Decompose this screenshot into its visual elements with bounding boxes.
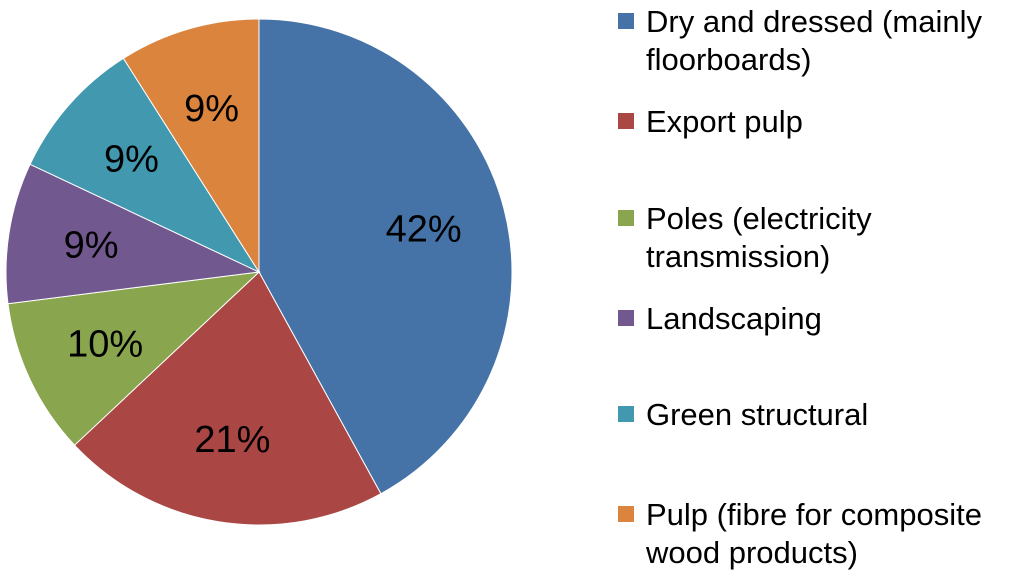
pie-slice [29, 57, 261, 274]
legend-label: Pulp (fibre for composite wood products) [646, 497, 982, 570]
legend-label: Dry and dressed (mainly floorboards) [646, 4, 982, 77]
legend-item-poles: Poles (electricity transmission) [618, 200, 1024, 276]
pie-slices [5, 18, 513, 526]
slice-value-label: 10% [67, 323, 143, 365]
legend-item-export-pulp: Export pulp [618, 103, 1024, 141]
legend-label: Poles (electricity transmission) [646, 201, 872, 274]
legend-label: Landscaping [646, 301, 822, 336]
slice-value-label: 9% [64, 224, 119, 266]
legend-item-dry-and-dressed: Dry and dressed (mainly floorboards) [618, 3, 1024, 79]
legend-swatch [618, 13, 634, 29]
pie-value-labels: 42% 21% 10% 9% 9% 9% [64, 88, 462, 461]
pie-slice [258, 18, 513, 495]
legend-item-pulp-composite: Pulp (fibre for composite wood products) [618, 496, 1024, 572]
slice-value-label: 21% [194, 419, 270, 461]
slice-value-label: 42% [386, 209, 462, 251]
pie-slice [5, 163, 261, 305]
legend-swatch [618, 310, 634, 326]
legend-swatch [618, 406, 634, 422]
pie-slice [7, 271, 261, 446]
legend-swatch [618, 506, 634, 522]
legend-swatch [618, 113, 634, 129]
legend-label: Export pulp [646, 104, 803, 139]
pie-slice [122, 18, 260, 274]
legend-label: Green structural [646, 397, 869, 432]
pie-slice [73, 271, 382, 526]
legend: Dry and dressed (mainly floorboards) Exp… [618, 0, 1024, 580]
slice-value-label: 9% [104, 139, 159, 181]
legend-item-landscaping: Landscaping [618, 300, 1024, 338]
slice-value-label: 9% [184, 88, 239, 130]
legend-swatch [618, 210, 634, 226]
legend-item-green-structural: Green structural [618, 396, 1024, 434]
